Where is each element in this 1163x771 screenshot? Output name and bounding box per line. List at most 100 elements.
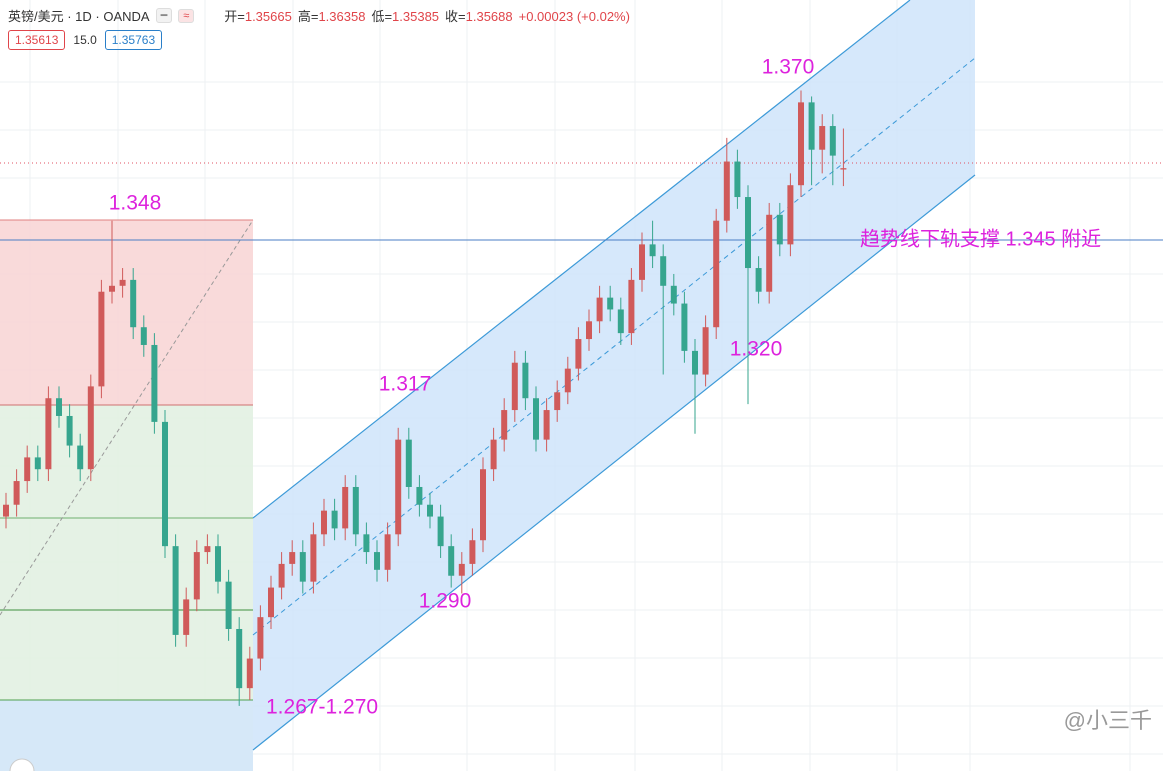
header: 英镑/美元 · 1D · OANDA ━ ≈ 开=1.35665 高=1.36358… bbox=[8, 6, 636, 25]
candle-body bbox=[586, 321, 592, 340]
ohlc-key: 开= bbox=[224, 9, 245, 24]
candle-body bbox=[723, 161, 730, 221]
candle-body bbox=[448, 546, 455, 576]
annotation: 1.320 bbox=[730, 338, 783, 361]
candle-body bbox=[490, 439, 497, 470]
candle-body bbox=[458, 563, 465, 576]
candle-body bbox=[310, 534, 317, 582]
candle-body bbox=[639, 244, 645, 280]
candle-body bbox=[405, 439, 412, 487]
candle-body bbox=[395, 439, 402, 535]
candle-body bbox=[140, 327, 147, 345]
candle-body bbox=[289, 552, 296, 564]
candle-body bbox=[352, 486, 359, 535]
candle-body bbox=[787, 185, 794, 245]
candle-body bbox=[257, 617, 264, 659]
ask[interactable]: 1.35763 bbox=[104, 30, 163, 50]
candle-body bbox=[204, 546, 211, 553]
trend-channel bbox=[252, 0, 976, 751]
candle-body bbox=[215, 546, 221, 582]
candle-body bbox=[34, 457, 41, 470]
candle-body bbox=[829, 126, 836, 156]
annotation: 1.370 bbox=[762, 56, 815, 79]
ohlc-value: 1.35688 bbox=[465, 9, 513, 24]
candle-body bbox=[24, 457, 31, 482]
collapse-button[interactable]: ━ bbox=[155, 8, 173, 23]
candle-body bbox=[45, 398, 52, 470]
candle-body bbox=[755, 268, 762, 292]
candle-body bbox=[564, 368, 571, 393]
candle-body bbox=[713, 220, 720, 328]
candle-body bbox=[575, 339, 582, 369]
candle-body bbox=[766, 214, 773, 292]
candle-body bbox=[13, 481, 20, 505]
candles bbox=[3, 90, 847, 706]
candle-body bbox=[321, 510, 327, 535]
spread: 15.0 bbox=[73, 33, 97, 47]
candle-body bbox=[533, 398, 539, 440]
candle-body bbox=[607, 297, 614, 310]
annotations: 1.348 1.317 1.290 1.267-1.270 1.320 1.37… bbox=[109, 56, 1101, 719]
candle-body bbox=[299, 552, 306, 582]
candle-body bbox=[119, 279, 126, 286]
candle-body bbox=[384, 534, 391, 570]
candle-body bbox=[172, 546, 179, 635]
annotation: 1.267-1.270 bbox=[266, 696, 378, 719]
ohlc-value: +0.00023 (+0.02%) bbox=[518, 9, 630, 24]
candle-body bbox=[702, 327, 709, 375]
candle-body bbox=[511, 362, 518, 411]
candle-body bbox=[162, 421, 168, 547]
candle-body bbox=[798, 102, 804, 186]
candle-body bbox=[617, 309, 624, 334]
candle-body bbox=[681, 303, 688, 351]
candle-body bbox=[522, 362, 529, 399]
annotation: 1.317 bbox=[379, 373, 432, 396]
candle-body bbox=[745, 197, 751, 269]
quote-boxes: 1.35613 15.0 1.35763 bbox=[8, 30, 163, 50]
candle-body bbox=[416, 486, 423, 505]
candle-body bbox=[225, 581, 232, 629]
candle-body bbox=[77, 445, 84, 470]
position-tool bbox=[0, 219, 254, 771]
candle-body bbox=[469, 540, 476, 564]
candle-body bbox=[193, 552, 200, 600]
candle-body bbox=[331, 510, 338, 529]
annotation: 1.348 bbox=[109, 192, 162, 215]
candle-body bbox=[596, 297, 603, 322]
ohlc-key: 收= bbox=[445, 9, 466, 24]
candle-body bbox=[56, 398, 62, 416]
candle-body bbox=[268, 587, 274, 618]
compare-button[interactable]: ≈ bbox=[178, 8, 195, 23]
candle-body bbox=[437, 516, 444, 547]
symbol: 英镑/美元 · 1D · OANDA bbox=[8, 9, 150, 24]
candle-body bbox=[98, 291, 105, 387]
candle-body bbox=[543, 410, 550, 440]
candle-body bbox=[246, 658, 253, 689]
ohlc-key: 高= bbox=[297, 9, 319, 24]
candle-body bbox=[660, 256, 667, 286]
candle-body bbox=[628, 279, 635, 334]
bid[interactable]: 1.35613 bbox=[8, 30, 66, 50]
candle-body bbox=[808, 102, 815, 150]
candle-body bbox=[87, 386, 94, 470]
ohlc-value: 1.35385 bbox=[392, 9, 440, 24]
candle-body bbox=[130, 279, 137, 328]
candle-body bbox=[670, 285, 677, 304]
annotation: 1.290 bbox=[419, 590, 472, 613]
ohlc: 开=1.35665 高=1.36358 低=1.35385 收=1.35688 +0.0… bbox=[224, 6, 636, 25]
candle-body bbox=[649, 244, 656, 257]
candle-body bbox=[183, 599, 190, 635]
scroll-button[interactable] bbox=[9, 758, 35, 771]
candle-body bbox=[363, 534, 370, 553]
candle-body bbox=[501, 410, 508, 440]
ohlc-key: 低= bbox=[371, 9, 393, 24]
candle-body bbox=[278, 563, 285, 588]
candle-body bbox=[66, 415, 73, 446]
ohlc-value: 1.35665 bbox=[244, 9, 292, 24]
candle-body bbox=[554, 392, 561, 411]
candle-body bbox=[342, 486, 349, 529]
candle-body bbox=[819, 126, 826, 150]
candle-body bbox=[427, 504, 433, 517]
